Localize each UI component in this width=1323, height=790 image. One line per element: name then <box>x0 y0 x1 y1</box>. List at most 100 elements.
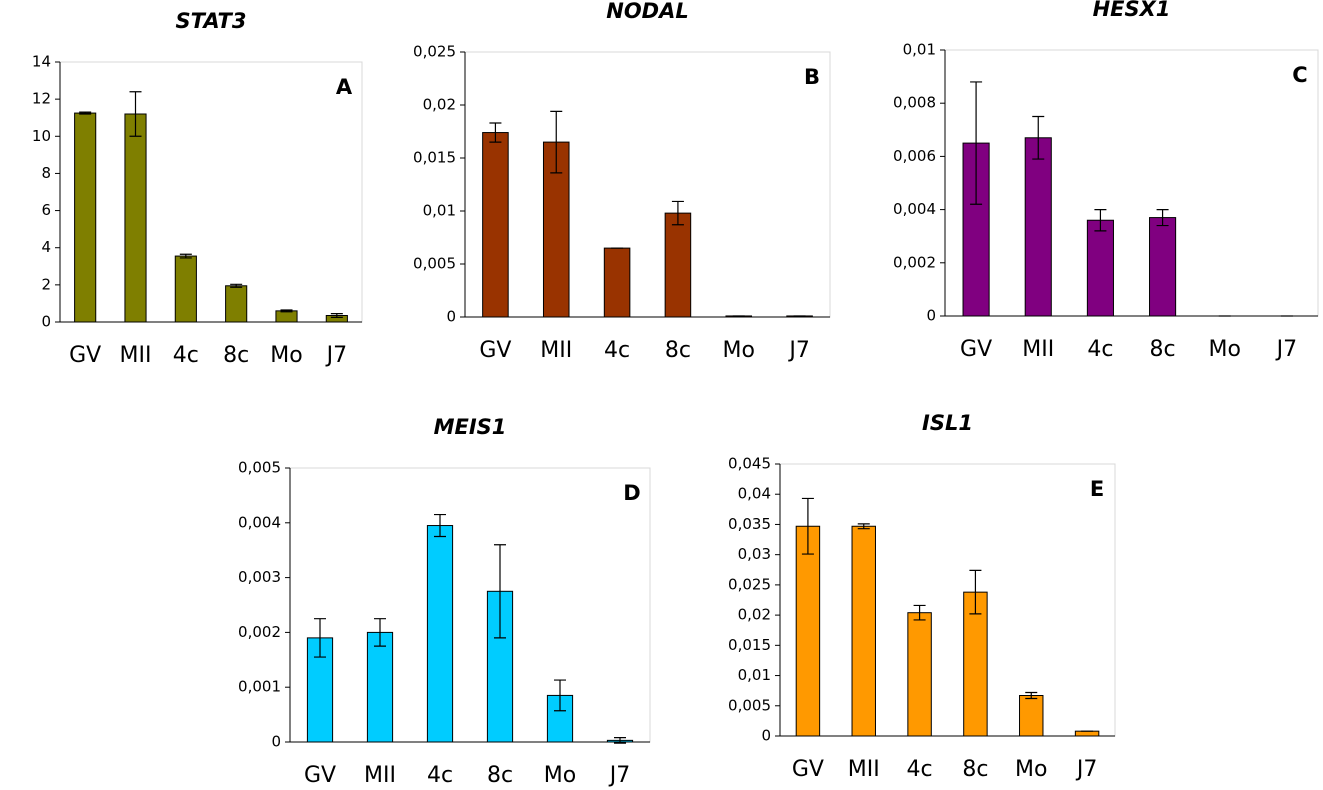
bar <box>366 631 394 743</box>
y-tick-label: 0,015 <box>413 149 456 167</box>
chart-title: ISL1 <box>922 411 973 435</box>
x-tick-label: 4c <box>427 763 453 788</box>
x-tick-label: GV <box>304 763 336 788</box>
x-tick-label: 4c <box>907 757 933 782</box>
x-tick-label: 4c <box>604 338 630 363</box>
y-tick-label: 0,02 <box>423 96 456 114</box>
error-bar <box>230 283 243 288</box>
bar <box>275 310 298 323</box>
y-tick-label: 0,01 <box>903 41 936 59</box>
bar <box>1074 730 1100 737</box>
y-tick-label: 12 <box>32 90 51 108</box>
error-bar <box>554 679 566 712</box>
y-tick-label: 0,03 <box>738 545 771 563</box>
y-tick-label: 0,045 <box>728 455 771 473</box>
error-bar <box>374 618 386 647</box>
error-bar <box>314 618 326 658</box>
plot-frame <box>464 51 831 318</box>
x-tick-label: GV <box>69 343 101 368</box>
x-tick-label: GV <box>960 337 992 362</box>
y-tick-label: 0 <box>761 727 771 745</box>
error-bar <box>801 497 814 555</box>
error-bar <box>79 111 92 115</box>
error-bar <box>489 122 502 143</box>
error-bar <box>913 604 926 621</box>
bar <box>174 255 197 323</box>
y-tick-label: 0,015 <box>728 636 771 654</box>
y-tick-label: 0,025 <box>413 43 456 61</box>
error-bar <box>434 513 446 538</box>
y-tick-label: 0,01 <box>738 666 771 684</box>
y-tick-label: 0,04 <box>738 485 771 503</box>
x-tick-label: 8c <box>1150 337 1176 362</box>
y-tick-label: 0,025 <box>728 575 771 593</box>
y-tick-label: 0,005 <box>728 696 771 714</box>
y-tick-label: 0,002 <box>238 623 281 641</box>
error-bar <box>129 91 142 137</box>
y-tick-label: 0,002 <box>893 253 936 271</box>
error-bar <box>671 200 684 226</box>
plot-frame <box>779 463 1116 737</box>
x-tick-label: MII <box>848 757 880 782</box>
bar <box>426 525 454 743</box>
error-bar <box>857 523 870 530</box>
y-tick-label: 14 <box>32 53 51 71</box>
plot-frame <box>289 467 651 743</box>
x-tick-label: Mo <box>723 338 755 363</box>
chart-title: MEIS1 <box>434 415 507 439</box>
x-tick-label: 8c <box>223 343 249 368</box>
x-tick-label: J7 <box>787 338 810 363</box>
y-tick-label: 0,02 <box>738 606 771 624</box>
error-bar <box>969 569 982 615</box>
bar <box>907 612 932 737</box>
y-tick-label: 0,01 <box>423 202 456 220</box>
panel-label: E <box>1090 477 1104 501</box>
y-tick-label: 0,005 <box>413 255 456 273</box>
bar <box>795 525 821 737</box>
bar <box>124 113 147 323</box>
y-tick-label: 2 <box>41 275 51 293</box>
x-tick-label: MII <box>364 763 396 788</box>
chart-title: STAT3 <box>176 9 247 33</box>
y-tick-label: 0,004 <box>238 513 281 531</box>
x-tick-label: J7 <box>608 763 631 788</box>
bar <box>851 525 876 737</box>
error-bar <box>494 544 506 639</box>
error-bar <box>1156 209 1169 227</box>
x-tick-label: MII <box>1022 337 1054 362</box>
x-tick-label: Mo <box>1015 757 1047 782</box>
error-bar <box>1025 691 1038 700</box>
x-tick-label: J7 <box>325 343 348 368</box>
x-tick-label: MII <box>540 338 572 363</box>
error-bar <box>550 110 563 174</box>
x-tick-label: GV <box>479 338 511 363</box>
y-tick-label: 0,005 <box>238 459 281 477</box>
y-tick-label: 4 <box>41 238 51 256</box>
error-bar <box>1094 209 1107 232</box>
y-tick-label: 0,004 <box>893 200 936 218</box>
y-tick-label: 0 <box>41 313 51 331</box>
bar <box>74 112 97 323</box>
bar <box>1149 217 1177 317</box>
y-tick-label: 0 <box>926 307 936 325</box>
panel-label: B <box>804 65 820 89</box>
panel-label: C <box>1292 63 1307 87</box>
panel-label: D <box>623 481 640 505</box>
y-tick-label: 8 <box>41 164 51 182</box>
x-tick-label: 8c <box>665 338 691 363</box>
y-tick-label: 0,006 <box>893 147 936 165</box>
error-bar <box>330 313 343 318</box>
x-tick-label: Mo <box>544 763 576 788</box>
panel-label: A <box>336 75 353 99</box>
y-tick-label: 0,001 <box>238 678 281 696</box>
error-bar <box>1032 115 1045 160</box>
x-tick-label: 4c <box>1087 337 1113 362</box>
bar <box>664 212 692 318</box>
y-tick-label: 6 <box>41 201 51 219</box>
bar <box>1086 219 1114 317</box>
chart-title: NODAL <box>606 0 689 23</box>
y-tick-label: 0,008 <box>893 94 936 112</box>
error-bar <box>179 253 192 259</box>
x-tick-label: 4c <box>173 343 199 368</box>
